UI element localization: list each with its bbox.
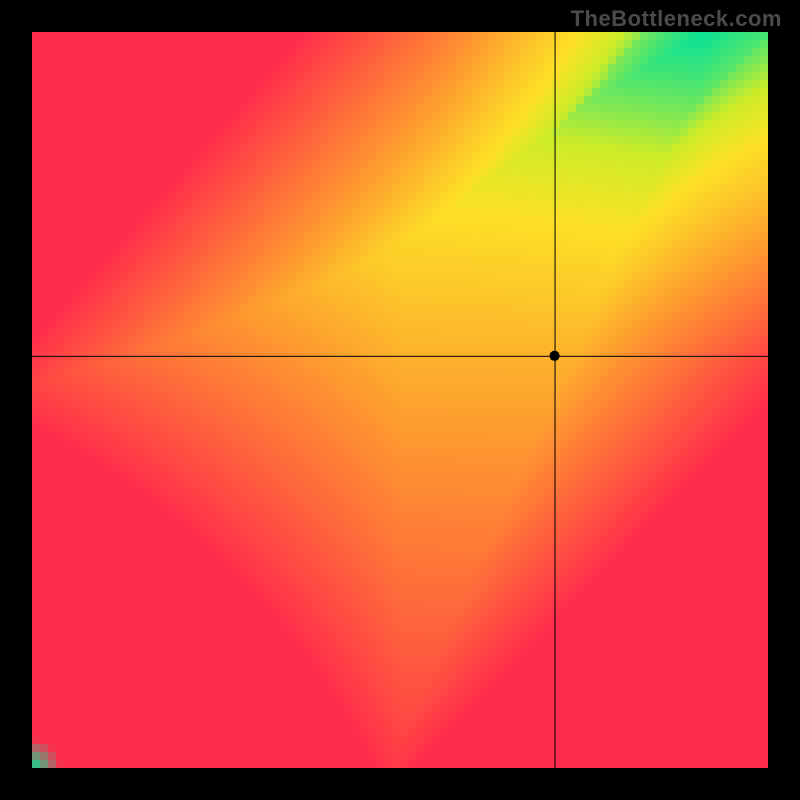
chart-container: TheBottleneck.com <box>0 0 800 800</box>
bottleneck-heatmap <box>0 0 800 800</box>
